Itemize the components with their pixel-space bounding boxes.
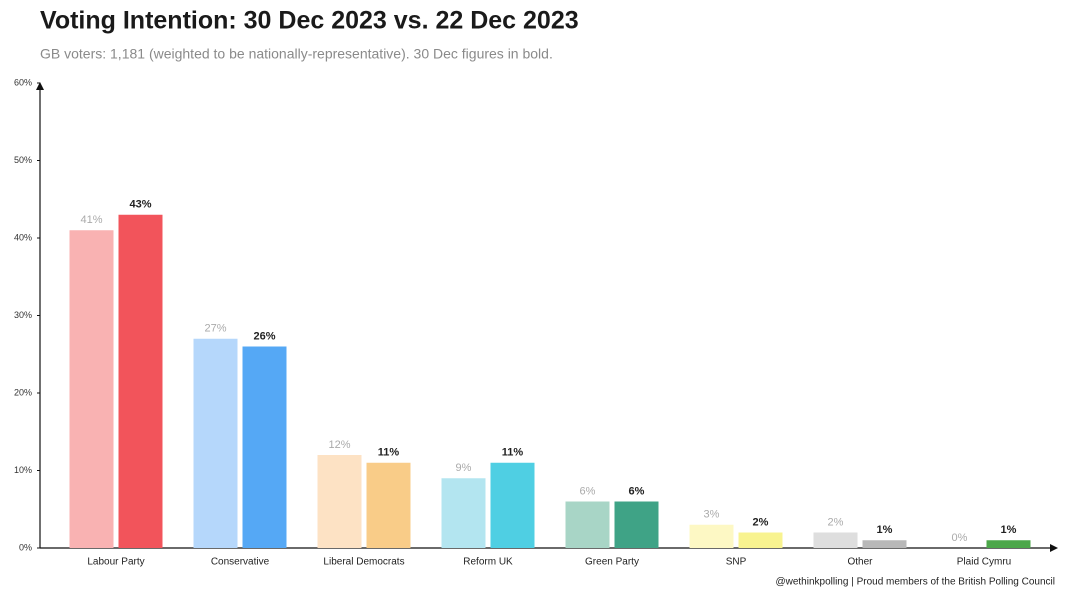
x-tick-label: Conservative [211,557,270,568]
bar [689,524,734,548]
bar [986,540,1031,548]
value-label: 41% [80,214,102,226]
bar [441,478,486,548]
bar [490,462,535,548]
bar [193,338,238,548]
y-tick-label: 30% [14,310,32,320]
y-tick-label: 60% [14,77,32,87]
bar [813,532,858,548]
value-label: 43% [129,199,151,211]
y-tick-label: 40% [14,232,32,242]
value-label: 6% [580,485,596,497]
value-label: 9% [456,462,472,474]
value-label: 0% [952,532,968,544]
y-tick-label: 0% [19,542,32,552]
value-label: 1% [877,524,893,536]
chart-title: Voting Intention: 30 Dec 2023 vs. 22 Dec… [40,7,579,35]
x-tick-label: Green Party [585,557,639,568]
y-axis-arrow [36,82,44,90]
value-label: 1% [1001,524,1017,536]
y-tick-label: 50% [14,155,32,165]
chart-subtitle: GB voters: 1,181 (weighted to be nationa… [40,46,553,62]
bar [738,532,783,548]
x-tick-label: Labour Party [87,557,144,568]
value-label: 2% [753,516,769,528]
value-label: 2% [828,516,844,528]
value-label: 12% [328,439,350,451]
bar [242,346,287,548]
bar [862,540,907,548]
value-label: 27% [204,323,226,335]
bar [614,501,659,548]
x-tick-label: Other [847,557,873,568]
value-label: 11% [502,447,524,459]
bar [69,230,114,548]
footnote: @wethinkpolling | Proud members of the B… [775,577,1055,588]
y-tick-label: 10% [14,465,32,475]
value-label: 11% [378,447,400,459]
value-label: 26% [253,330,275,342]
x-tick-label: Reform UK [463,557,513,568]
bar [565,501,610,548]
x-tick-label: SNP [726,557,747,568]
bar [366,462,411,548]
x-axis-arrow [1050,544,1058,552]
y-tick-label: 20% [14,387,32,397]
value-label: 3% [704,509,720,521]
bar [118,214,163,548]
x-tick-label: Liberal Democrats [323,557,404,568]
x-tick-label: Plaid Cymru [957,557,1011,568]
value-label: 6% [629,485,645,497]
bar [317,455,362,548]
